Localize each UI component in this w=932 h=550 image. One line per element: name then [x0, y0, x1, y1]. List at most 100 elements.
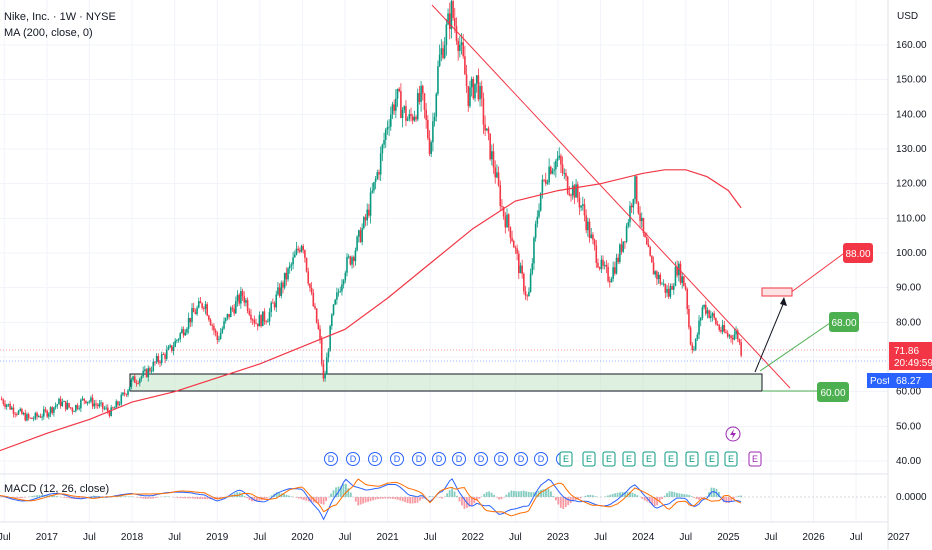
candle-body: [485, 128, 488, 131]
candle-body: [363, 217, 365, 229]
candle-body: [243, 296, 246, 303]
y-tick-label: 50.00: [896, 421, 921, 432]
dividend-marker: D: [416, 454, 423, 464]
candle-body: [320, 339, 323, 364]
candle-body: [228, 313, 230, 318]
projection-line-88[interactable]: [789, 253, 844, 294]
candle-body: [2, 400, 5, 404]
macd-bar: [663, 495, 666, 497]
macd-bar: [683, 494, 686, 497]
earnings-icon[interactable]: [685, 451, 699, 467]
earnings-icon[interactable]: [664, 451, 678, 467]
macd-bar: [567, 497, 570, 506]
candle-body: [282, 282, 284, 288]
candle-body: [145, 369, 148, 378]
projection-arrow[interactable]: [754, 301, 785, 373]
y-tick-label: 80.00: [896, 317, 921, 328]
dividend-icon[interactable]: [412, 452, 426, 466]
currency-label[interactable]: USD: [897, 11, 919, 22]
macd-bar: [211, 497, 214, 500]
candle-body: [662, 283, 665, 285]
candle-body: [393, 104, 395, 111]
earnings-icon[interactable]: [748, 451, 762, 467]
candle-body: [667, 288, 670, 297]
price-axis[interactable]: [888, 0, 932, 550]
candle-body: [267, 321, 269, 323]
earnings-icon[interactable]: [642, 451, 656, 467]
candle-body: [144, 369, 146, 371]
candle-body: [347, 256, 350, 258]
macd-indicator-label[interactable]: MACD (12, 26, close): [4, 483, 110, 495]
candle-body: [541, 179, 544, 193]
lightning-icon[interactable]: [725, 426, 741, 442]
candle-body: [329, 325, 331, 352]
candle-body: [149, 368, 151, 372]
dividend-icon[interactable]: [514, 452, 528, 466]
candle-body: [607, 266, 609, 282]
x-tick-label: 2027: [888, 532, 911, 543]
ma-indicator-label[interactable]: MA (200, close, 0): [4, 27, 93, 39]
candle-body: [9, 403, 11, 410]
candle-body: [528, 291, 530, 297]
earnings-icon[interactable]: [622, 451, 636, 467]
earnings-icon[interactable]: [582, 451, 596, 467]
dividend-icon[interactable]: [432, 452, 446, 466]
candle-body: [619, 244, 621, 262]
candle-body: [592, 234, 594, 240]
candle-body: [427, 120, 429, 139]
macd-bar: [164, 496, 167, 497]
descending-trendline[interactable]: [431, 4, 791, 389]
earnings-icon[interactable]: [559, 451, 573, 467]
macd-bar: [90, 496, 93, 497]
macd-bar: [441, 497, 444, 499]
dividend-marker: D: [518, 454, 525, 464]
candle-body: [664, 283, 667, 293]
earnings-icon[interactable]: [724, 451, 738, 467]
macd-bar: [535, 491, 537, 497]
macd-bar: [63, 497, 66, 498]
candle-body: [74, 405, 77, 412]
dividend-icon[interactable]: [494, 452, 508, 466]
macd-bar: [676, 492, 678, 497]
macd-bar: [246, 497, 248, 499]
macd-bar: [285, 494, 288, 497]
dividend-icon[interactable]: [324, 452, 338, 466]
dividend-icon[interactable]: [390, 452, 404, 466]
macd-bar: [732, 497, 735, 499]
macd-bar: [510, 490, 513, 497]
earnings-icon[interactable]: [602, 451, 616, 467]
candle-body: [44, 409, 47, 411]
dividend-icon[interactable]: [346, 452, 360, 466]
symbol-title[interactable]: Nike, Inc. · 1W · NYSE: [4, 11, 116, 23]
candle-body: [118, 404, 121, 405]
candle-body: [64, 401, 67, 410]
candle-body: [357, 230, 360, 237]
macd-bar: [149, 497, 152, 499]
dividend-icon[interactable]: [368, 452, 382, 466]
candle-body: [142, 370, 144, 377]
macd-bar: [186, 497, 189, 499]
macd-bar: [372, 497, 374, 501]
macd-bar: [727, 497, 730, 504]
x-axis-ticks: Jul 2017 Jul 2018 Jul 2019 Jul 2020 Jul 2021 Jul 20…: [0, 532, 910, 543]
dividend-icon[interactable]: [534, 452, 548, 466]
macd-bar: [451, 488, 453, 497]
support-zone[interactable]: [129, 373, 763, 392]
projection-line-68[interactable]: [759, 322, 831, 372]
events-row[interactable]: DDDDDDDDDDDDEEEEEEEEEE: [324, 451, 762, 467]
dividend-icon[interactable]: [474, 452, 488, 466]
macd-bar: [673, 492, 676, 497]
macd-bar: [384, 497, 387, 499]
target-box[interactable]: [761, 287, 793, 297]
candle-body: [551, 170, 554, 174]
dividend-marker: D: [372, 454, 379, 464]
macd-bar: [680, 493, 683, 497]
earnings-marker: E: [709, 454, 715, 464]
last-price-value: 71.86: [894, 346, 919, 357]
candle-body: [398, 88, 401, 92]
earnings-icon[interactable]: [705, 451, 719, 467]
x-tick-label: 2025: [717, 532, 740, 543]
dividend-icon[interactable]: [452, 452, 466, 466]
x-tick-label: Jul: [765, 532, 778, 543]
